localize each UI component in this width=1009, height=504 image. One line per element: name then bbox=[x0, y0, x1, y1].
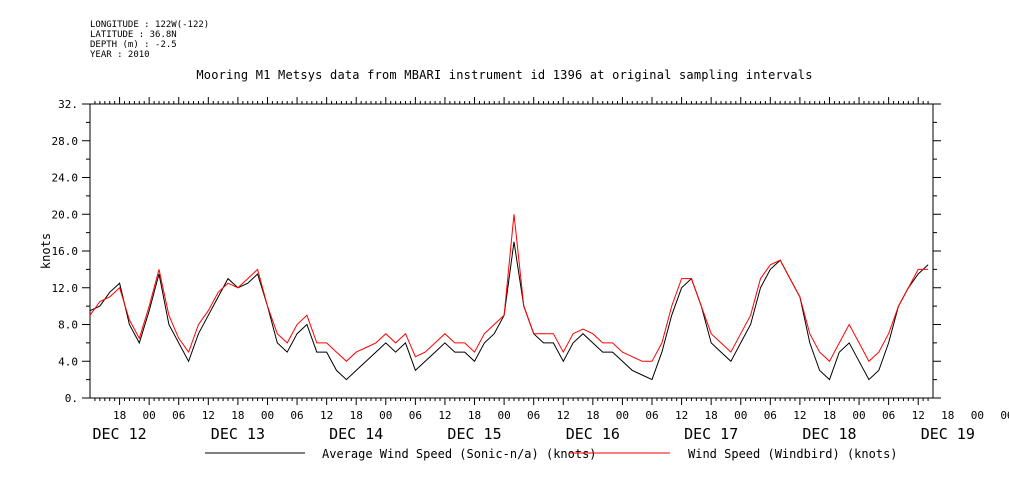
x-hour-label: 00 bbox=[971, 409, 984, 422]
x-day-label: DEC 19 bbox=[921, 425, 975, 443]
y-tick-label: 20.0 bbox=[52, 208, 79, 221]
x-hour-label: 06 bbox=[290, 409, 303, 422]
x-hour-label: 00 bbox=[143, 409, 156, 422]
x-hour-label: 12 bbox=[438, 409, 451, 422]
x-hour-label: 12 bbox=[675, 409, 688, 422]
depth-text: DEPTH (m) : -2.5 bbox=[90, 40, 177, 50]
x-hour-label: 18 bbox=[468, 409, 481, 422]
x-hour-label: 18 bbox=[941, 409, 954, 422]
y-tick-label: 28.0 bbox=[52, 135, 79, 148]
x-hour-label: 18 bbox=[705, 409, 718, 422]
x-hour-label: 12 bbox=[320, 409, 333, 422]
x-hour-label: 00 bbox=[734, 409, 747, 422]
y-tick-label: 16.0 bbox=[52, 245, 79, 258]
chart-title: Mooring M1 Metsys data from MBARI instru… bbox=[196, 68, 813, 82]
x-hour-label: 18 bbox=[231, 409, 244, 422]
x-hour-label: 06 bbox=[172, 409, 185, 422]
x-hour-label: 18 bbox=[113, 409, 126, 422]
x-day-label: DEC 13 bbox=[211, 425, 265, 443]
series-line-windbird bbox=[89, 214, 929, 363]
x-day-label: DEC 16 bbox=[566, 425, 620, 443]
y-tick-label: 0. bbox=[65, 392, 78, 405]
legend-label-average: Average Wind Speed (Sonic-n/a) (knots) bbox=[322, 447, 597, 461]
x-hour-label: 18 bbox=[586, 409, 599, 422]
plot-frame bbox=[89, 103, 934, 399]
x-hour-label: 12 bbox=[912, 409, 925, 422]
legend-label-windbird: Wind Speed (Windbird) (knots) bbox=[688, 447, 898, 461]
x-hour-label: 06 bbox=[409, 409, 422, 422]
x-hour-label: 00 bbox=[616, 409, 629, 422]
x-hour-label: 06 bbox=[1000, 409, 1009, 422]
x-day-label: DEC 14 bbox=[329, 425, 383, 443]
x-hour-label: 00 bbox=[497, 409, 510, 422]
x-hour-label: 12 bbox=[557, 409, 570, 422]
x-hour-label: 18 bbox=[823, 409, 836, 422]
x-hour-label: 12 bbox=[793, 409, 806, 422]
x-hour-label: 06 bbox=[645, 409, 658, 422]
x-hour-label: 06 bbox=[882, 409, 895, 422]
y-tick-label: 24.0 bbox=[52, 172, 79, 185]
x-day-label: DEC 18 bbox=[802, 425, 856, 443]
x-hour-label: 00 bbox=[852, 409, 865, 422]
x-day-label: DEC 12 bbox=[92, 425, 146, 443]
x-hour-label: 06 bbox=[764, 409, 777, 422]
y-axis-label: knots bbox=[39, 233, 53, 269]
metadata-block: LONGITUDE : 122W(-122) LATITUDE : 36.8N … bbox=[90, 20, 209, 60]
x-hour-label: 00 bbox=[379, 409, 392, 422]
year-text: YEAR : 2010 bbox=[90, 50, 150, 60]
latitude-text: LATITUDE : 36.8N bbox=[90, 30, 177, 40]
x-hour-label: 12 bbox=[202, 409, 215, 422]
x-day-label: DEC 15 bbox=[447, 425, 501, 443]
x-day-label: DEC 17 bbox=[684, 425, 738, 443]
x-hour-label: 18 bbox=[350, 409, 363, 422]
y-tick-label: 32. bbox=[58, 98, 78, 111]
x-hour-label: 00 bbox=[261, 409, 274, 422]
x-hour-label: 06 bbox=[527, 409, 540, 422]
y-tick-label: 8.0 bbox=[58, 319, 78, 332]
y-tick-label: 4.0 bbox=[58, 355, 78, 368]
y-tick-label: 12.0 bbox=[52, 282, 79, 295]
longitude-text: LONGITUDE : 122W(-122) bbox=[90, 20, 210, 30]
